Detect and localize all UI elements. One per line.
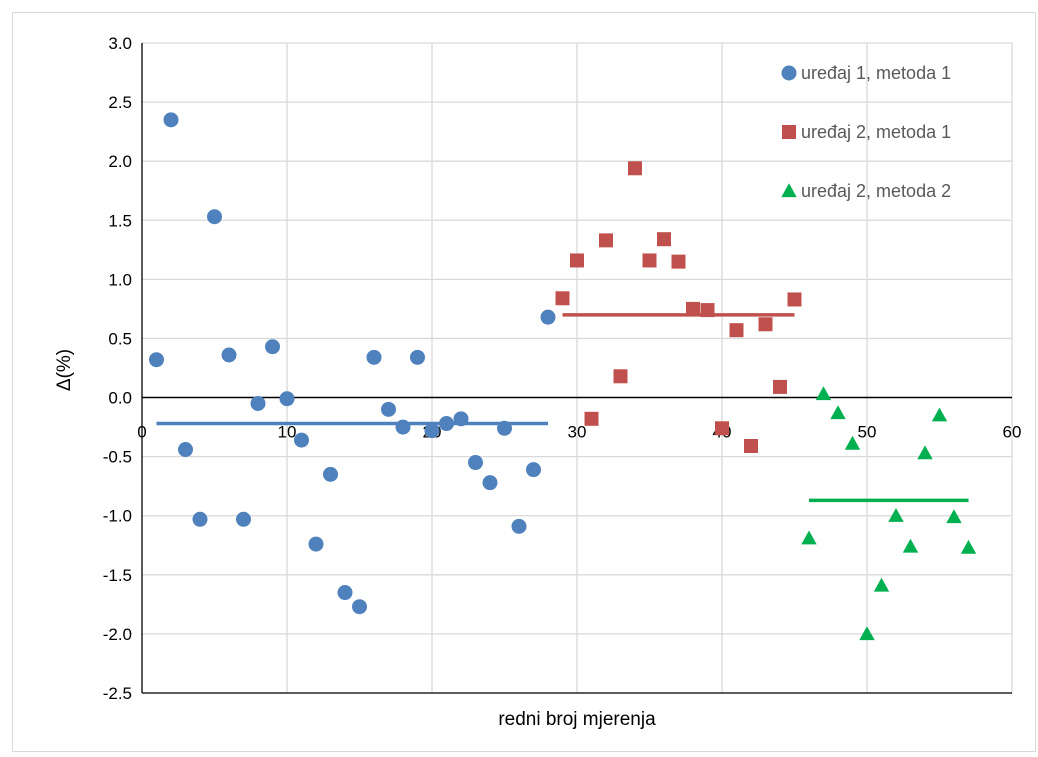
data-point — [657, 232, 671, 247]
data-point — [815, 386, 832, 401]
data-point — [700, 303, 715, 318]
legend-label: uređaj 2, metoda 1 — [801, 122, 951, 142]
y-tick-label: -1.5 — [103, 566, 132, 585]
data-point — [960, 539, 977, 554]
data-point — [744, 439, 758, 453]
data-point — [250, 395, 266, 411]
y-tick-label: 2.0 — [108, 152, 132, 171]
data-point — [221, 347, 237, 363]
data-point — [859, 626, 875, 641]
y-tick-label: 0.5 — [108, 329, 132, 348]
data-point — [917, 445, 933, 460]
y-tick-label: 1.0 — [108, 270, 132, 289]
data-point — [628, 161, 642, 176]
gridlines — [142, 42, 1013, 694]
data-point — [308, 536, 324, 552]
x-tick-label: 50 — [858, 423, 877, 442]
legend-marker — [781, 65, 797, 81]
data-point — [642, 253, 657, 268]
data-point — [410, 349, 425, 365]
y-tick-label: 3.0 — [108, 34, 132, 53]
data-point — [381, 401, 396, 417]
y-tick-label: -2.5 — [103, 684, 132, 703]
legend: uređaj 1, metoda 1 uređaj 2, metoda 1 uređ… — [781, 63, 951, 201]
data-point — [671, 254, 686, 269]
y-axis: 3.0 2.5 2.0 1.5 1.0 0.5 0.0 -0.5 -1.0 -1.5 -2.0 -2.… — [103, 34, 143, 703]
legend-marker — [781, 183, 797, 198]
data-point — [468, 455, 483, 471]
data-point — [424, 423, 440, 439]
y-tick-label: 0.0 — [108, 389, 132, 408]
data-point — [395, 419, 411, 435]
data-point — [570, 253, 584, 268]
data-point — [773, 379, 787, 394]
legend-marker — [782, 125, 796, 139]
y-tick-label: -2.0 — [103, 625, 132, 644]
data-point — [149, 352, 164, 368]
data-point — [613, 369, 628, 384]
x-tick-label: 0 — [137, 423, 146, 442]
data-point — [526, 462, 541, 478]
y-tick-label: -1.0 — [103, 507, 132, 526]
data-point — [178, 442, 193, 458]
data-point — [729, 323, 744, 338]
data-point — [337, 585, 353, 601]
data-point — [830, 405, 846, 420]
data-point — [294, 432, 309, 448]
data-point — [207, 209, 222, 225]
data-point — [366, 349, 382, 365]
data-point — [599, 233, 613, 248]
x-tick-label: 10 — [278, 423, 297, 442]
legend-item: uređaj 2, metoda 1 — [782, 122, 951, 142]
data-point — [801, 530, 817, 545]
x-axis: 0102030405060 — [137, 396, 1022, 694]
data-point — [482, 475, 498, 491]
data-point — [946, 509, 962, 524]
data-point — [686, 301, 700, 316]
data-point — [931, 407, 948, 422]
data-point — [192, 511, 208, 527]
data-point — [511, 518, 527, 534]
y-tick-label: 1.5 — [108, 211, 132, 230]
data-point — [888, 508, 904, 522]
data-point — [758, 317, 773, 332]
data-point — [352, 599, 367, 615]
data-point — [787, 292, 802, 307]
legend-item: uređaj 1, metoda 1 — [781, 63, 951, 83]
data-point — [323, 466, 338, 482]
mean-lines — [156, 313, 969, 503]
data-point — [439, 416, 454, 432]
data-point — [715, 421, 729, 436]
data-point — [584, 411, 599, 426]
data-point — [453, 411, 469, 427]
y-tick-label: 2.5 — [108, 93, 132, 112]
data-point — [279, 391, 295, 407]
legend-label: uređaj 2, metoda 2 — [801, 181, 951, 201]
data-point — [873, 577, 890, 592]
data-points — [149, 112, 977, 641]
y-axis-title: Δ(%) — [54, 349, 75, 391]
chart-frame — [12, 12, 1036, 752]
y-tick-label: -0.5 — [103, 448, 132, 467]
x-tick-label: 60 — [1003, 423, 1022, 442]
data-point — [902, 538, 919, 553]
data-point — [844, 435, 861, 450]
x-tick-label: 30 — [568, 423, 587, 442]
data-point — [497, 420, 512, 436]
data-point — [163, 112, 179, 128]
data-point — [540, 309, 556, 325]
data-point — [236, 511, 251, 527]
x-axis-title: redni broj mjerenja — [498, 709, 656, 730]
legend-label: uređaj 1, metoda 1 — [801, 63, 951, 83]
legend-item: uređaj 2, metoda 2 — [781, 181, 951, 201]
data-point — [265, 339, 280, 355]
data-point — [555, 291, 570, 306]
